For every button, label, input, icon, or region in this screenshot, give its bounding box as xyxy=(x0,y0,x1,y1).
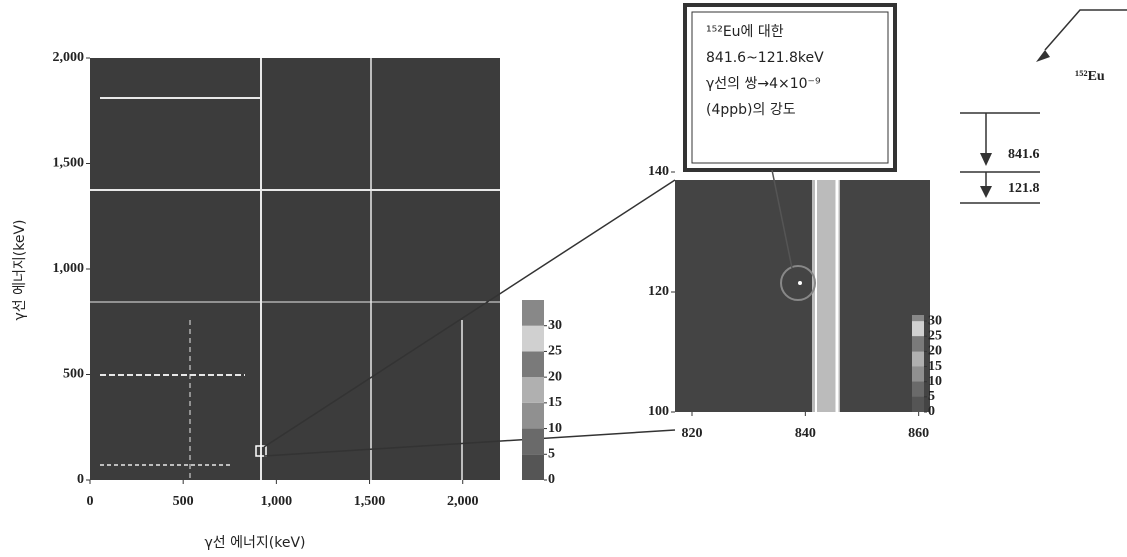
colorbar-segment xyxy=(522,326,544,352)
y-tick-label: 1,000 xyxy=(53,261,85,276)
colorbar-segment xyxy=(522,300,544,326)
callout-line: 841.6~121.8keV xyxy=(706,50,824,66)
transition-label: 121.8 xyxy=(1008,181,1040,196)
colorbar-segment xyxy=(522,377,544,403)
colorbar-segment xyxy=(912,315,924,321)
colorbar-label: 10 xyxy=(548,421,562,436)
colorbar-label: 25 xyxy=(548,344,562,359)
x-tick-label: 840 xyxy=(795,426,816,441)
peak xyxy=(798,281,802,285)
matrix-background xyxy=(90,58,500,480)
colorbar-segment xyxy=(522,454,544,480)
x-tick-label: 860 xyxy=(908,426,929,441)
colorbar-segment xyxy=(522,351,544,377)
x-tick-label: 820 xyxy=(682,426,703,441)
callout-line: γ선의 쌍→4×10⁻⁹ xyxy=(706,76,821,92)
colorbar-label: 5 xyxy=(548,447,555,462)
colorbar-segment xyxy=(912,367,924,382)
colorbar-segment xyxy=(912,397,924,412)
decay-arrowhead xyxy=(1036,50,1050,62)
x-tick-label: 1,000 xyxy=(261,494,293,509)
callout-line: (4ppb)의 강도 xyxy=(706,102,796,118)
y-axis-label: γ선 에너지(keV) xyxy=(12,220,28,321)
colorbar-segment xyxy=(522,403,544,429)
y-tick-label: 120 xyxy=(648,284,669,299)
y-tick-label: 1,500 xyxy=(53,156,85,171)
x-axis-label: γ선 에너지(keV) xyxy=(205,535,306,551)
y-tick-label: 140 xyxy=(648,164,669,179)
colorbar-segment xyxy=(912,321,924,336)
colorbar-label: 15 xyxy=(928,359,942,374)
callout-line: ¹⁵²Eu에 대한 xyxy=(706,24,784,40)
colorbar-label: 15 xyxy=(548,395,562,410)
x-tick-label: 2,000 xyxy=(447,494,479,509)
colorbar-label: 25 xyxy=(928,328,942,343)
gamma-arrowhead xyxy=(980,153,992,166)
inset-background xyxy=(675,180,930,412)
colorbar-segment xyxy=(912,351,924,366)
transition-label: 841.6 xyxy=(1008,147,1040,162)
colorbar-segment xyxy=(912,336,924,351)
gamma-arrowhead xyxy=(980,186,992,198)
colorbar-label: 20 xyxy=(548,369,562,384)
colorbar-segment xyxy=(912,382,924,397)
colorbar-label: 0 xyxy=(928,404,935,419)
colorbar-segment xyxy=(522,429,544,455)
y-tick-label: 2,000 xyxy=(53,50,85,65)
nucleus-label: ¹⁵²Eu xyxy=(1075,69,1105,84)
colorbar-label: 0 xyxy=(548,472,555,487)
x-tick-label: 500 xyxy=(173,494,194,509)
colorbar-label: 30 xyxy=(928,313,942,328)
colorbar-label: 5 xyxy=(928,389,935,404)
x-tick-label: 0 xyxy=(87,494,94,509)
figure: γ선 에너지(keV) γ선 에너지(keV) ¹⁵²Eu 841.6 121.… xyxy=(0,0,1127,557)
y-tick-label: 0 xyxy=(77,472,84,487)
decay-arrow xyxy=(1045,10,1127,50)
y-tick-label: 100 xyxy=(648,404,669,419)
colorbar-label: 20 xyxy=(928,344,942,359)
colorbar-label: 10 xyxy=(928,374,942,389)
colorbar-label: 30 xyxy=(548,318,562,333)
x-tick-label: 1,500 xyxy=(354,494,386,509)
y-tick-label: 500 xyxy=(63,367,84,382)
